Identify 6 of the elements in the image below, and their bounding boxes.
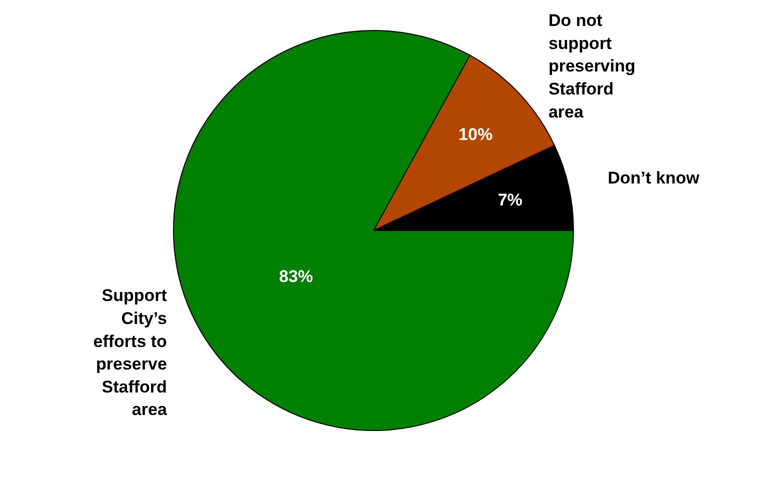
data-label: 7% [498, 190, 522, 210]
slice-label: Do not support preserving Stafford area [548, 11, 636, 122]
data-label: 83% [279, 266, 314, 286]
slice-label: Don’t know [608, 168, 700, 188]
slice-label: Support City’s efforts to preserve Stafford area [93, 286, 168, 420]
data-label: 10% [458, 125, 493, 144]
